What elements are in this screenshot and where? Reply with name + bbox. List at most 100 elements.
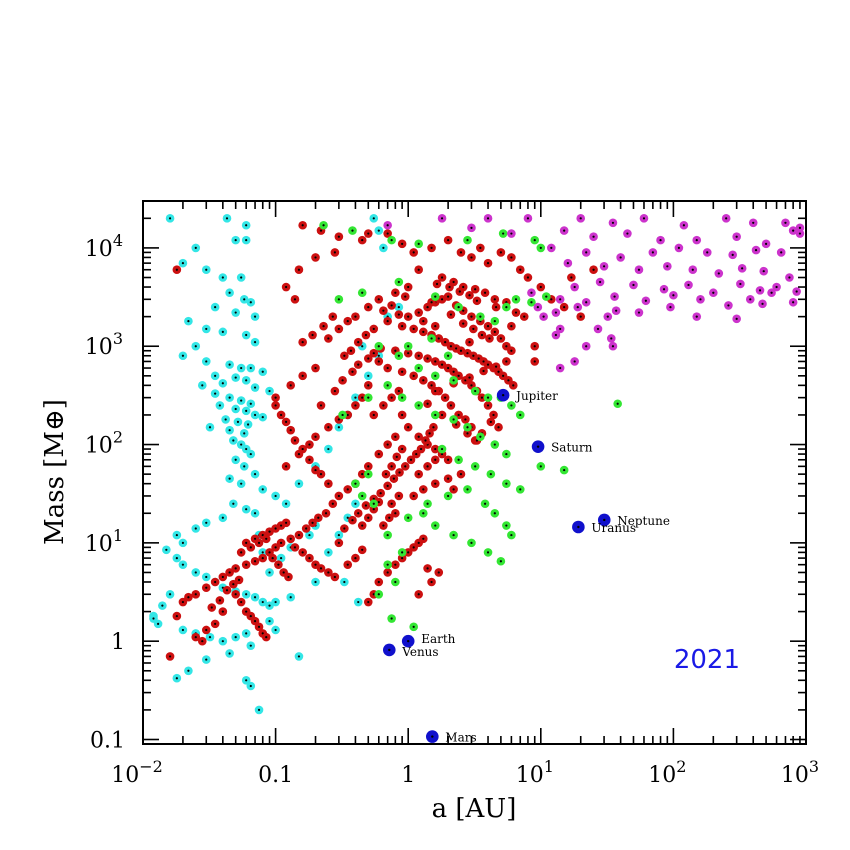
magenta-planet-point: [781, 218, 790, 228]
green-planet-point: [363, 469, 373, 479]
cyan-planet-point: [201, 324, 211, 334]
green-planet-point: [483, 393, 493, 402]
red-planet-point: [397, 321, 407, 331]
cyan-planet-point: [149, 614, 158, 623]
red-planet-point: [348, 367, 357, 377]
planet-label-earth: Earth: [421, 632, 455, 646]
y-tick-label: 103: [85, 329, 123, 360]
green-planet-point: [480, 499, 490, 509]
magenta-planet-point: [732, 232, 741, 242]
red-planet-point: [403, 548, 413, 557]
green-planet-point: [430, 521, 440, 530]
cyan-planet-point: [241, 504, 251, 514]
x-tick-label: 10−2: [111, 757, 163, 788]
red-planet-point: [465, 290, 474, 300]
red-planet-point: [496, 248, 506, 257]
green-planet-point: [338, 410, 347, 420]
red-planet-point: [523, 273, 533, 282]
magenta-planet-point: [611, 306, 621, 315]
red-planet-point: [397, 367, 407, 377]
red-planet-point: [467, 312, 476, 321]
red-planet-point: [507, 321, 516, 331]
green-planet-point: [394, 351, 404, 361]
red-planet-point: [231, 589, 240, 599]
cyan-planet-point: [324, 548, 333, 557]
cyan-planet-point: [191, 568, 201, 577]
red-planet-point: [353, 337, 363, 347]
red-planet-point: [324, 334, 333, 343]
red-planet-point: [576, 312, 586, 321]
green-planet-point: [443, 491, 453, 501]
green-planet-point: [430, 410, 440, 420]
red-planet-point: [409, 248, 418, 257]
magenta-planet-point: [581, 248, 591, 257]
x-tick-label: 102: [648, 757, 686, 788]
magenta-planet-point: [785, 273, 794, 282]
red-planet-point: [397, 239, 407, 249]
magenta-planet-point: [788, 297, 798, 307]
red-planet-point: [490, 327, 500, 337]
cyan-planet-point: [294, 479, 304, 488]
cyan-planet-point: [229, 499, 238, 509]
cyan-planet-point: [250, 410, 260, 420]
red-planet-point: [281, 518, 291, 528]
red-planet-point: [301, 524, 311, 533]
planet-venus: Venus: [382, 643, 439, 659]
red-planet-point: [284, 572, 293, 582]
red-planet-point: [379, 401, 388, 410]
magenta-planet-point: [736, 279, 745, 289]
magenta-planet-point: [728, 250, 737, 260]
red-planet-point: [334, 324, 344, 334]
green-planet-point: [476, 312, 485, 321]
red-planet-point: [314, 513, 323, 523]
planet-label-saturn: Saturn: [551, 441, 593, 455]
red-planet-point: [416, 444, 426, 454]
red-planet-point: [437, 410, 447, 420]
cyan-planet-point: [241, 235, 251, 245]
red-planet-point: [363, 354, 373, 363]
red-planet-point: [234, 575, 244, 585]
red-planet-point: [334, 538, 344, 548]
red-planet-point: [387, 393, 396, 402]
red-planet-point: [470, 284, 480, 294]
red-planet-point: [210, 619, 220, 629]
magenta-planet-point: [606, 334, 616, 343]
cyan-planet-point: [241, 220, 251, 230]
red-planet-point: [443, 474, 453, 483]
y-tick-label: 1: [111, 630, 125, 655]
magenta-planet-point: [755, 286, 765, 295]
red-planet-point: [271, 543, 280, 552]
red-planet-point: [494, 422, 503, 432]
green-planet-point: [369, 499, 379, 509]
red-planet-point: [305, 455, 314, 465]
red-planet-point: [419, 534, 428, 544]
cyan-planet-point: [250, 337, 260, 347]
red-planet-point: [258, 553, 268, 563]
red-planet-point: [246, 543, 256, 552]
red-planet-point: [311, 363, 320, 373]
cyan-planet-point: [178, 625, 188, 635]
x-axis-title: a [AU]: [432, 794, 517, 824]
magenta-planet-point: [732, 314, 741, 324]
cyan-planet-point: [246, 681, 256, 691]
cyan-planet-point: [236, 273, 246, 282]
cyan-planet-point: [218, 327, 228, 337]
green-planet-point: [374, 589, 384, 599]
cyan-planet-point: [246, 399, 256, 409]
magenta-planet-point: [539, 312, 548, 321]
cyan-planet-point: [250, 469, 260, 479]
planet-mars: Mars: [426, 730, 477, 745]
red-planet-point: [489, 410, 498, 420]
red-planet-point: [469, 324, 478, 334]
red-planet-point: [281, 417, 291, 427]
cyan-planet-point: [369, 214, 379, 223]
red-planet-point: [369, 324, 379, 334]
red-planet-point: [391, 508, 400, 518]
magenta-planet-point: [666, 302, 675, 312]
magenta-planet-point: [599, 262, 609, 271]
green-planet-point: [383, 530, 392, 540]
red-planet-point: [268, 553, 277, 563]
cyan-planet-point: [221, 415, 230, 424]
red-planet-point: [403, 282, 413, 292]
cyan-planet-point: [222, 214, 232, 223]
